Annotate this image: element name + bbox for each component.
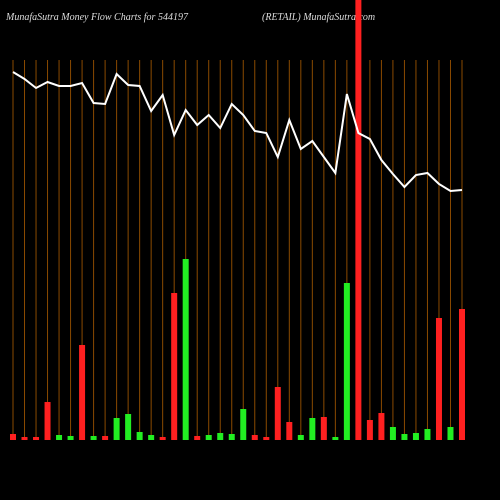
bar bbox=[102, 436, 109, 440]
bar bbox=[228, 434, 235, 440]
bar bbox=[263, 437, 270, 440]
bar bbox=[90, 436, 97, 440]
bar bbox=[435, 318, 442, 440]
chart-subtitle: (RETAIL) MunafaSutra.com bbox=[262, 12, 375, 23]
bar bbox=[194, 436, 201, 440]
bar bbox=[459, 309, 465, 440]
bar bbox=[67, 436, 74, 440]
bar bbox=[355, 0, 362, 440]
bar bbox=[113, 418, 120, 440]
bar bbox=[251, 435, 258, 440]
bar bbox=[286, 422, 293, 440]
bar bbox=[79, 345, 86, 440]
bar bbox=[10, 434, 16, 440]
bar bbox=[240, 409, 247, 440]
bar bbox=[424, 429, 431, 440]
bar bbox=[205, 435, 212, 440]
bar bbox=[412, 433, 419, 440]
bar bbox=[389, 427, 396, 440]
bar bbox=[297, 435, 304, 440]
bar bbox=[309, 418, 316, 440]
bar bbox=[217, 433, 224, 440]
bar bbox=[378, 413, 385, 440]
bar bbox=[148, 435, 155, 440]
bar bbox=[33, 437, 40, 440]
money-flow-line bbox=[12, 71, 463, 193]
bar bbox=[366, 420, 373, 440]
bar bbox=[182, 259, 189, 440]
bar bbox=[320, 417, 327, 440]
bar bbox=[44, 402, 51, 440]
bar bbox=[447, 427, 454, 440]
chart-title: MunafaSutra Money Flow Charts for 544197 bbox=[5, 12, 189, 23]
bar bbox=[159, 437, 166, 440]
bar bbox=[274, 387, 281, 440]
bar bbox=[136, 432, 143, 440]
bar bbox=[332, 437, 339, 440]
bar bbox=[171, 293, 178, 440]
bar bbox=[21, 437, 28, 440]
bar bbox=[343, 283, 350, 440]
bar bbox=[125, 414, 132, 440]
bar bbox=[56, 435, 63, 440]
bar bbox=[401, 434, 408, 440]
